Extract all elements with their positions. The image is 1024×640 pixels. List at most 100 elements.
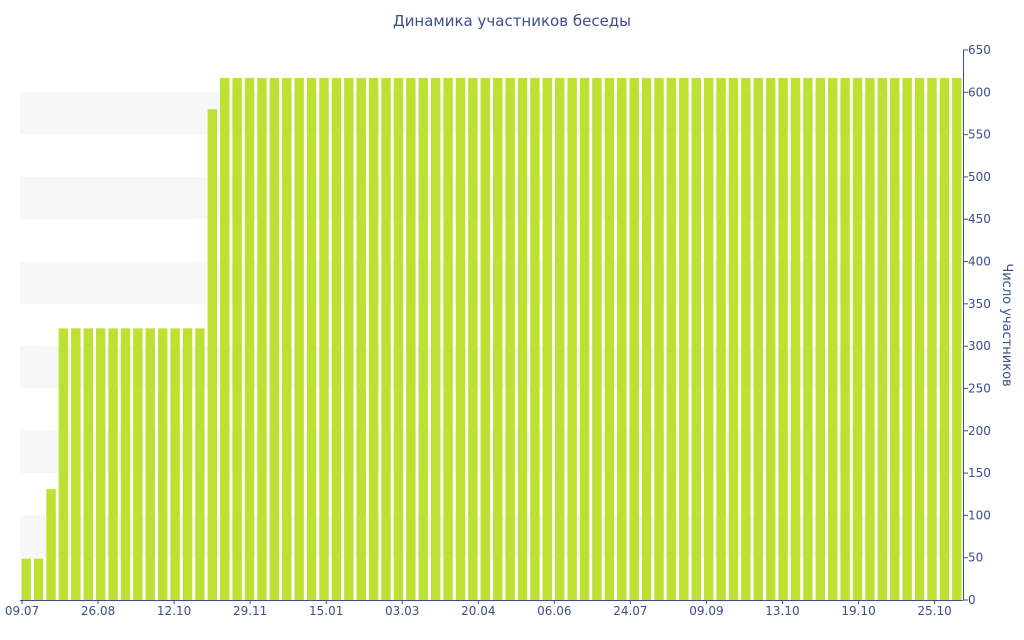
bar [927, 77, 937, 601]
y-tick-label: 0 [968, 593, 976, 607]
bar [480, 77, 491, 601]
bar [33, 558, 44, 600]
bar [505, 77, 515, 601]
y-tick-label: 250 [968, 381, 991, 395]
bar [207, 109, 218, 600]
bar [58, 328, 69, 600]
y-tick-label: 650 [968, 43, 991, 57]
x-tick-label: 29.11 [233, 604, 267, 618]
bar [952, 77, 962, 601]
bar [641, 77, 652, 601]
bar [542, 77, 553, 601]
y-axis-title: Число участников [999, 263, 1014, 386]
y-tick-label: 200 [968, 424, 991, 438]
y-tick-label: 150 [968, 466, 991, 480]
x-tick-label: 20.04 [461, 604, 495, 618]
y-tick-label: 500 [968, 170, 991, 184]
bar [592, 77, 602, 601]
x-tick-label: 09.09 [689, 604, 723, 618]
y-tick-label: 300 [968, 339, 991, 353]
bar [306, 77, 317, 601]
bar [71, 328, 81, 600]
bar [83, 328, 93, 600]
bar [331, 77, 342, 601]
bar [344, 77, 354, 601]
bar [629, 77, 639, 601]
bar [778, 77, 788, 601]
y-tick-label: 50 [968, 551, 983, 565]
bar [828, 77, 838, 601]
bar [815, 77, 826, 601]
bar [890, 77, 900, 601]
bar [157, 328, 168, 600]
bar [790, 77, 801, 601]
bar [269, 77, 280, 601]
bar [46, 489, 56, 600]
bar [356, 77, 366, 601]
bar [195, 328, 205, 600]
bar [294, 77, 304, 601]
bar [604, 77, 615, 601]
bar [579, 77, 590, 601]
x-tick-label: 09.07 [5, 604, 39, 618]
bar [182, 328, 193, 600]
bar [765, 77, 776, 601]
bar [666, 77, 677, 601]
bar [406, 77, 416, 601]
bar [492, 77, 503, 601]
bar [852, 77, 863, 601]
bar [530, 77, 540, 601]
bar [418, 77, 428, 601]
bar [95, 328, 106, 600]
bar [120, 328, 131, 600]
bar [703, 77, 714, 601]
bar [691, 77, 701, 601]
x-tick-label: 03.03 [385, 604, 419, 618]
bar [282, 77, 292, 601]
chart-title: Динамика участников беседы [392, 12, 632, 30]
x-tick-label: 19.10 [841, 604, 875, 618]
bar [244, 77, 255, 601]
bar [455, 77, 466, 601]
x-tick-label: 06.06 [537, 604, 571, 618]
x-tick-label: 24.07 [613, 604, 647, 618]
bar [567, 77, 577, 601]
x-tick-label: 26.08 [81, 604, 115, 618]
y-tick-label: 450 [968, 212, 991, 226]
bar [443, 77, 453, 601]
bar [902, 77, 912, 601]
bar [914, 77, 925, 601]
bar [468, 77, 478, 601]
bar [257, 77, 267, 601]
bar [220, 77, 230, 601]
bar [716, 77, 726, 601]
y-tick-label: 400 [968, 255, 991, 269]
bar [840, 77, 850, 601]
bar [939, 77, 950, 601]
bar [741, 77, 751, 601]
bar [133, 328, 143, 600]
bar [654, 77, 664, 601]
bar [393, 77, 404, 601]
bar [319, 77, 329, 601]
y-tick-label: 100 [968, 508, 991, 522]
bar [679, 77, 689, 601]
bar [368, 77, 379, 601]
bar [753, 77, 763, 601]
x-tick-label: 13.10 [765, 604, 799, 618]
bar [555, 77, 565, 601]
bar [21, 558, 31, 600]
bar [517, 77, 528, 601]
bar [170, 328, 180, 600]
bar [381, 77, 391, 601]
x-tick-label: 25.10 [917, 604, 951, 618]
y-tick-label: 350 [968, 297, 991, 311]
bar [877, 77, 888, 601]
bar [803, 77, 813, 601]
bar [108, 328, 118, 600]
x-tick-label: 12.10 [157, 604, 191, 618]
bar [145, 328, 155, 600]
bar [232, 77, 242, 601]
